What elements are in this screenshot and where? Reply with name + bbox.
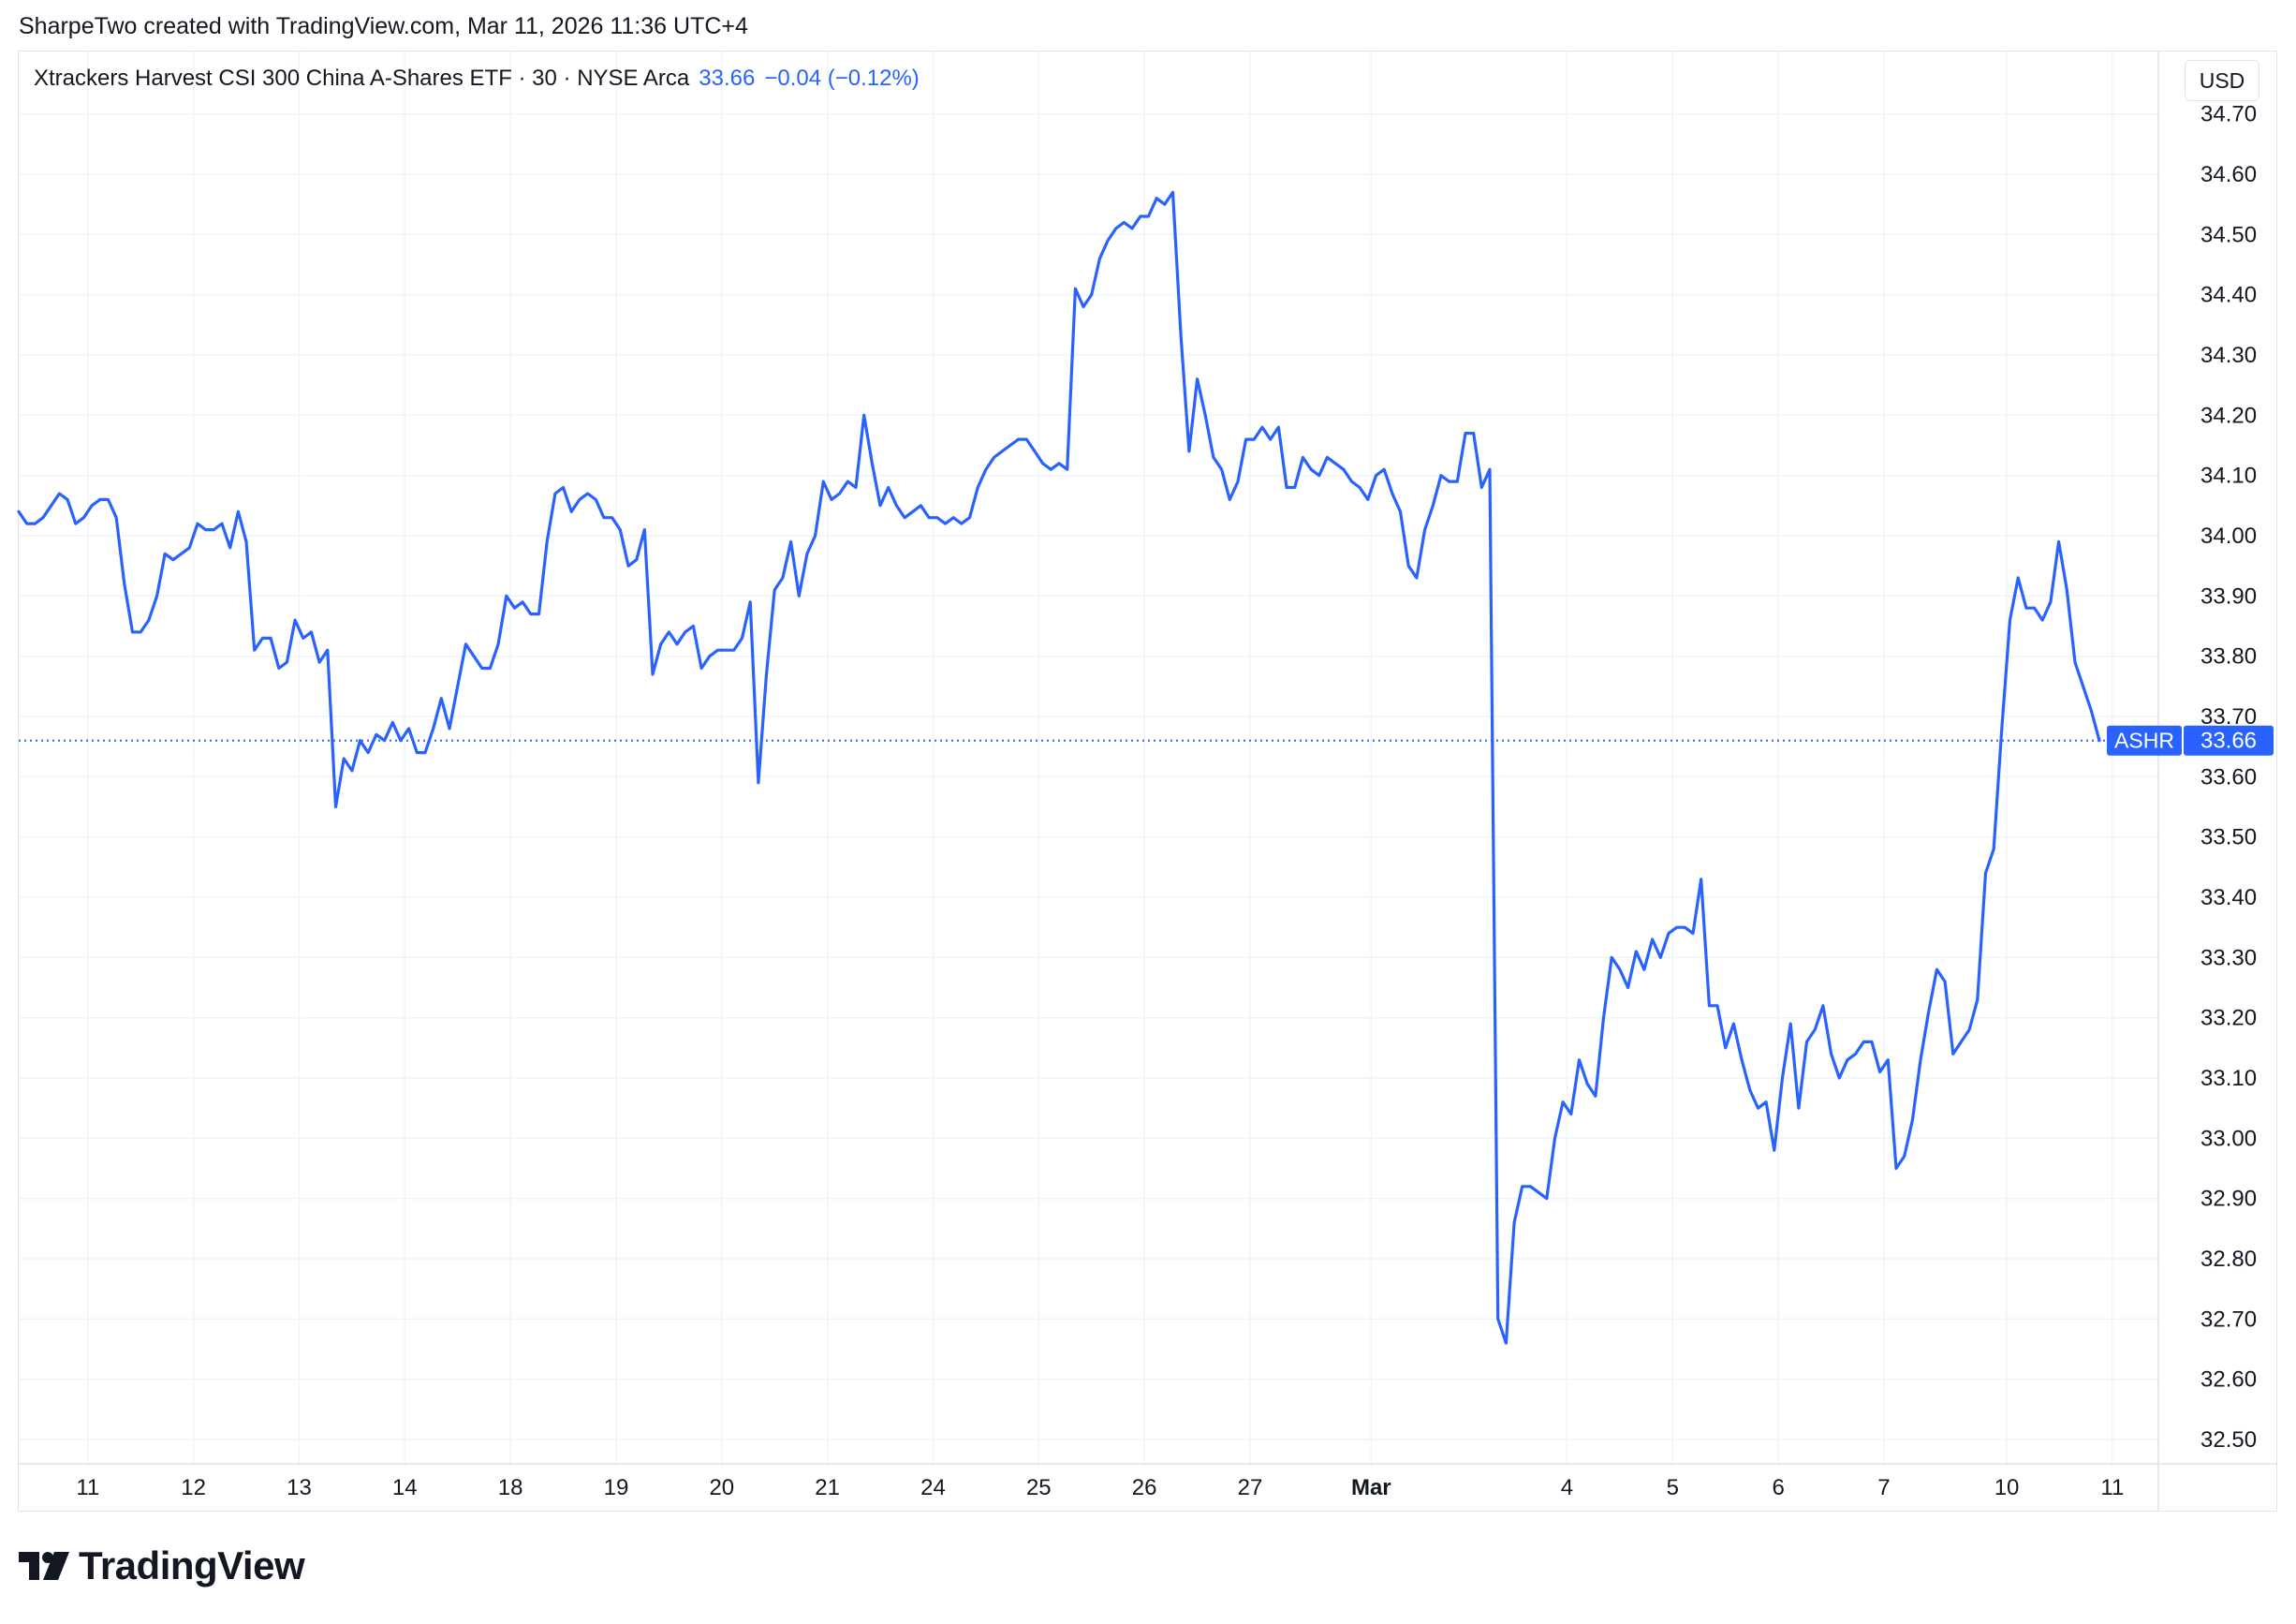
x-axis-tick-label: 13 <box>287 1475 312 1500</box>
y-axis-tick-label: 34.10 <box>2200 464 2257 489</box>
y-axis-tick-label: 32.50 <box>2200 1427 2257 1453</box>
y-axis-tick-label: 33.50 <box>2200 825 2257 850</box>
y-axis-tick-label: 32.70 <box>2200 1307 2257 1332</box>
y-axis-tick-label: 33.20 <box>2200 1006 2257 1031</box>
y-axis-tick-label: 33.40 <box>2200 885 2257 910</box>
y-axis-tick-label: 33.70 <box>2200 704 2257 730</box>
x-axis-tick-label: 7 <box>1877 1475 1890 1500</box>
x-axis-tick-label: 25 <box>1026 1475 1052 1500</box>
y-axis-tick-label: 34.60 <box>2200 162 2257 187</box>
x-axis-tick-label: 5 <box>1667 1475 1679 1500</box>
x-axis-tick-label: 19 <box>604 1475 629 1500</box>
y-axis-tick-label: 33.30 <box>2200 945 2257 970</box>
x-axis-tick-label: 27 <box>1238 1475 1263 1500</box>
x-axis-tick-label: 11 <box>76 1475 99 1500</box>
x-axis-tick-label: 6 <box>1772 1475 1784 1500</box>
chart-pane[interactable] <box>18 51 2277 1512</box>
y-axis-tick-label: 33.10 <box>2200 1066 2257 1091</box>
y-axis-tick-label: 33.80 <box>2200 644 2257 670</box>
x-axis-tick-label: 21 <box>815 1475 840 1500</box>
y-axis-tick-label: 33.60 <box>2200 764 2257 790</box>
price-change-value: −0.04 (−0.12%) <box>764 66 920 91</box>
ticker-tag-label: ASHR <box>2114 729 2174 753</box>
y-axis-tick-label: 34.20 <box>2200 403 2257 428</box>
price-tag-label: 33.66 <box>2200 729 2257 754</box>
x-axis-tick-label: 24 <box>920 1475 946 1500</box>
chart-attribution: SharpeTwo created with TradingView.com, … <box>19 13 748 39</box>
y-axis-tick-label: 33.00 <box>2200 1126 2257 1151</box>
x-axis-tick-label: 20 <box>709 1475 734 1500</box>
currency-button[interactable]: USD <box>2185 60 2259 101</box>
price-tag <box>2184 725 2274 756</box>
y-axis-tick-label: 33.90 <box>2200 583 2257 609</box>
symbol-legend: Xtrackers Harvest CSI 300 China A-Shares… <box>34 66 920 92</box>
price-series-line[interactable] <box>17 190 2101 1345</box>
x-axis-tick-label: 14 <box>392 1475 418 1500</box>
ticker-tag <box>2107 725 2182 756</box>
y-axis-tick-label: 34.30 <box>2200 343 2257 368</box>
y-axis-tick-label: 34.70 <box>2200 102 2257 127</box>
x-axis-tick-label: 4 <box>1561 1475 1573 1500</box>
y-axis-tick-label: 34.40 <box>2200 283 2257 308</box>
last-price-value: 33.66 <box>699 66 756 91</box>
x-axis-tick-label: 11 <box>2100 1475 2124 1500</box>
x-axis-tick-label: 26 <box>1132 1475 1157 1500</box>
tradingview-wordmark: TradingView <box>79 1543 305 1587</box>
x-axis-tick-label: Mar <box>1351 1475 1391 1500</box>
y-axis-tick-label: 32.90 <box>2200 1187 2257 1212</box>
y-axis-tick-label: 32.80 <box>2200 1247 2257 1272</box>
x-axis-tick-label: 18 <box>498 1475 523 1500</box>
tradingview-logo-icon <box>19 1552 69 1580</box>
y-axis-tick-label: 32.60 <box>2200 1367 2257 1393</box>
tradingview-logo[interactable]: TradingView <box>19 1543 305 1588</box>
y-axis-tick-label: 34.50 <box>2200 222 2257 247</box>
y-axis-tick-label: 34.00 <box>2200 524 2257 549</box>
symbol-description: Xtrackers Harvest CSI 300 China A-Shares… <box>34 66 690 91</box>
x-axis-tick-label: 12 <box>181 1475 206 1500</box>
x-axis-tick-label: 10 <box>1994 1475 2020 1500</box>
